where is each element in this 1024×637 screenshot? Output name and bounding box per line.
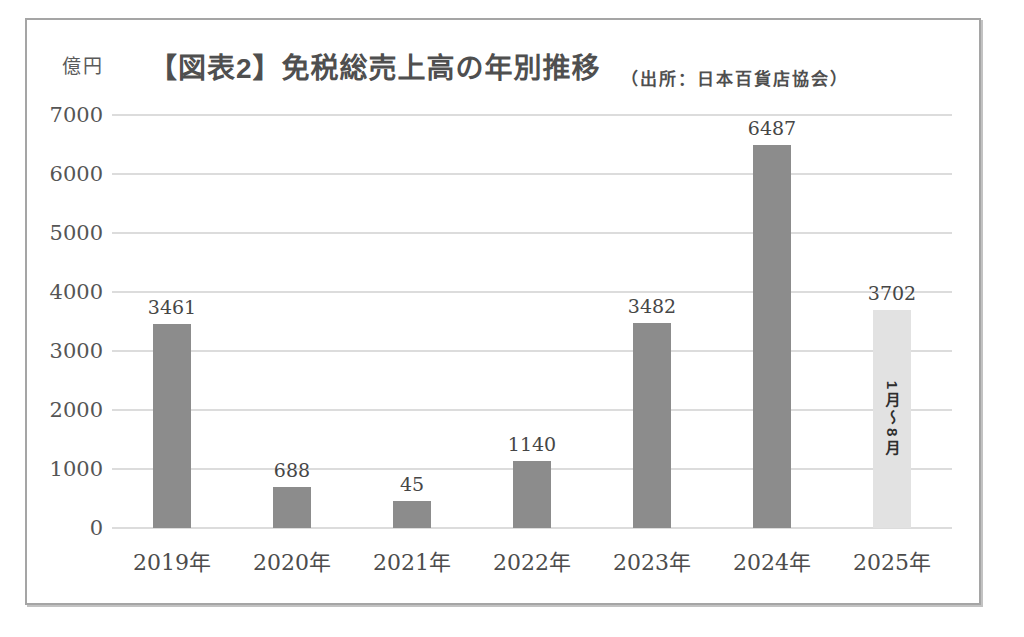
gridline-5000 xyxy=(112,232,952,234)
gridline-6000 xyxy=(112,173,952,175)
x-axis-label-2020年: 2020年 xyxy=(232,544,352,576)
bar-value-label-2025年: 3702 xyxy=(832,282,952,304)
bar-2019年 xyxy=(153,324,191,528)
chart-source-note: （出所：日本百貨店協会） xyxy=(621,65,849,90)
x-axis-label-2023年: 2023年 xyxy=(592,544,712,576)
chart-figure: 億円 【図表2】免税総売上高の年別推移 （出所：日本百貨店協会） 0100020… xyxy=(25,18,981,605)
x-axis-label-2019年: 2019年 xyxy=(112,544,232,576)
y-tick-label-3000: 3000 xyxy=(27,340,103,362)
bar-value-label-2019年: 3461 xyxy=(112,296,232,318)
y-tick-label-2000: 2000 xyxy=(27,399,103,421)
bar-2021年 xyxy=(393,501,431,528)
bar-value-label-2024年: 6487 xyxy=(712,117,832,139)
y-tick-label-1000: 1000 xyxy=(27,458,103,480)
x-axis-label-2022年: 2022年 xyxy=(472,544,592,576)
bar-2020年 xyxy=(273,487,311,528)
y-tick-label-7000: 7000 xyxy=(27,104,103,126)
bar-value-label-2020年: 688 xyxy=(232,459,352,481)
bar-2022年 xyxy=(513,461,551,528)
gridline-3000 xyxy=(112,350,952,352)
bar-value-label-2021年: 45 xyxy=(352,473,472,495)
page: { "figure": { "unit_label": "億円", "title… xyxy=(0,0,1024,637)
chart-title: 【図表2】免税総売上高の年別推移 xyxy=(149,46,601,86)
x-axis-label-2025年: 2025年 xyxy=(832,544,952,576)
bar-2025年: 1月～8月 xyxy=(873,310,911,528)
y-axis-unit-label: 億円 xyxy=(62,51,104,78)
plot-area: 0100020003000400050006000700034612019年68… xyxy=(112,115,952,528)
y-tick-label-6000: 6000 xyxy=(27,163,103,185)
bar-value-label-2023年: 3482 xyxy=(592,295,712,317)
bar-2023年 xyxy=(633,323,671,528)
gridline-7000 xyxy=(112,114,952,116)
gridline-4000 xyxy=(112,291,952,293)
x-axis-label-2021年: 2021年 xyxy=(352,544,472,576)
y-tick-label-5000: 5000 xyxy=(27,222,103,244)
gridline-2000 xyxy=(112,409,952,411)
y-tick-label-0: 0 xyxy=(27,517,103,539)
x-axis-label-2024年: 2024年 xyxy=(712,544,832,576)
bar-2024年 xyxy=(753,145,791,528)
bar-value-label-2022年: 1140 xyxy=(472,433,592,455)
bar-period-annotation: 1月～8月 xyxy=(882,380,903,457)
y-tick-label-4000: 4000 xyxy=(27,281,103,303)
